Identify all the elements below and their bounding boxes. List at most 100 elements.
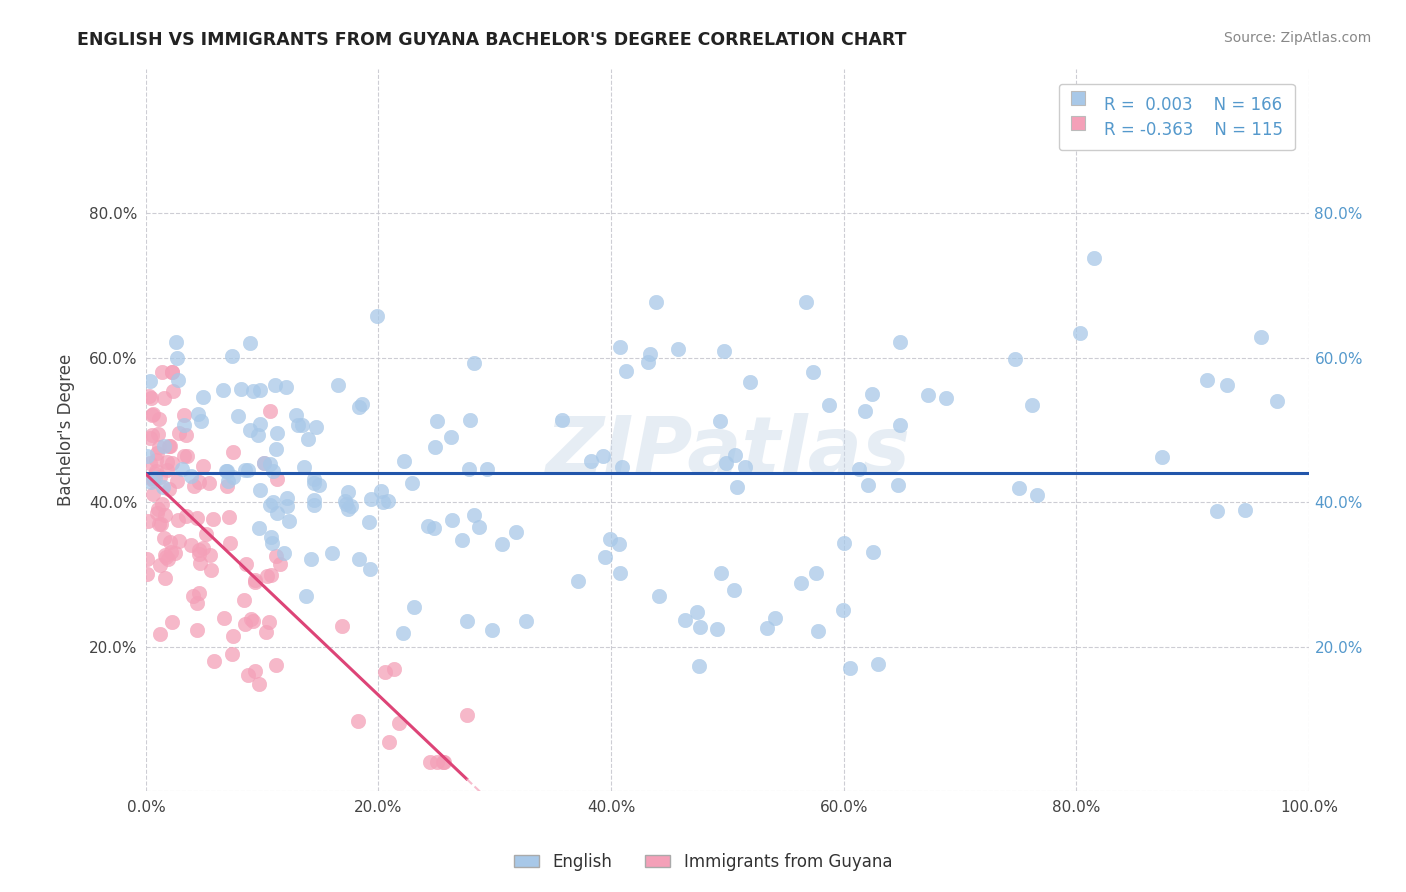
Point xyxy=(219,536,242,550)
Point xyxy=(155,508,177,522)
Point xyxy=(218,510,240,524)
Point xyxy=(515,614,537,628)
Point xyxy=(243,665,266,679)
Point xyxy=(302,492,325,507)
Point xyxy=(262,536,284,550)
Point xyxy=(567,574,589,589)
Point xyxy=(222,445,245,459)
Point xyxy=(186,596,208,610)
Point xyxy=(804,566,827,580)
Point xyxy=(188,547,211,561)
Point xyxy=(889,418,911,433)
Point xyxy=(326,377,349,392)
Point xyxy=(917,388,939,402)
Point xyxy=(143,467,166,481)
Point xyxy=(868,657,890,672)
Point xyxy=(818,398,841,412)
Point xyxy=(166,513,188,527)
Point xyxy=(212,611,235,625)
Point xyxy=(347,401,370,415)
Point xyxy=(166,351,188,365)
Point xyxy=(194,527,217,541)
Point xyxy=(221,647,243,661)
Point xyxy=(141,409,163,423)
Point xyxy=(256,624,278,639)
Y-axis label: Bachelor's Degree: Bachelor's Degree xyxy=(58,354,75,506)
Point xyxy=(451,533,474,548)
Point xyxy=(889,334,911,349)
Point xyxy=(614,364,637,378)
Point xyxy=(463,508,485,522)
Point xyxy=(142,473,165,487)
Point xyxy=(599,533,621,547)
Point xyxy=(259,458,281,472)
Point xyxy=(269,558,291,572)
Point xyxy=(335,493,357,508)
Point xyxy=(155,455,177,469)
Point xyxy=(165,546,187,560)
Text: Source: ZipAtlas.com: Source: ZipAtlas.com xyxy=(1223,31,1371,45)
Point xyxy=(1021,398,1043,412)
Point xyxy=(180,469,202,483)
Point xyxy=(136,450,159,464)
Point xyxy=(239,423,262,437)
Point xyxy=(180,539,202,553)
Point xyxy=(481,624,503,638)
Point xyxy=(245,575,267,590)
Point xyxy=(579,454,602,468)
Point xyxy=(259,567,281,582)
Point xyxy=(222,630,245,644)
Point xyxy=(848,462,870,476)
Point xyxy=(262,464,284,478)
Point xyxy=(166,475,188,489)
Point xyxy=(371,494,394,508)
Point xyxy=(456,708,478,723)
Point xyxy=(592,449,614,463)
Point xyxy=(609,566,631,581)
Point xyxy=(388,716,411,731)
Point xyxy=(242,614,264,628)
Point xyxy=(831,603,853,617)
Point xyxy=(145,446,167,460)
Point xyxy=(233,593,256,607)
Point xyxy=(259,615,281,629)
Point xyxy=(377,494,399,508)
Point xyxy=(156,463,179,477)
Point xyxy=(491,536,513,550)
Point xyxy=(138,389,160,403)
Point xyxy=(725,480,748,494)
Point xyxy=(1205,504,1227,518)
Point xyxy=(709,414,731,428)
Point xyxy=(382,662,405,676)
Point xyxy=(763,611,786,625)
Point xyxy=(217,479,239,493)
Point xyxy=(198,475,221,490)
Point xyxy=(291,417,314,432)
Point xyxy=(666,343,689,357)
Point xyxy=(710,566,733,581)
Point xyxy=(149,470,172,484)
Point xyxy=(222,470,245,484)
Point xyxy=(392,454,415,468)
Point xyxy=(423,521,446,535)
Point xyxy=(145,506,167,520)
Point xyxy=(136,566,159,581)
Point xyxy=(259,404,281,418)
Point xyxy=(173,408,195,422)
Point xyxy=(347,552,370,566)
Point xyxy=(202,512,225,526)
Point xyxy=(149,558,172,572)
Point xyxy=(139,456,162,470)
Point xyxy=(337,502,360,516)
Point xyxy=(139,431,162,445)
Point xyxy=(637,355,659,369)
Point xyxy=(162,384,184,399)
Point xyxy=(832,535,855,549)
Point xyxy=(173,450,195,464)
Point xyxy=(176,428,198,442)
Point xyxy=(304,420,326,434)
Point xyxy=(145,453,167,467)
Point xyxy=(292,460,315,475)
Point xyxy=(378,735,401,749)
Point xyxy=(155,571,177,585)
